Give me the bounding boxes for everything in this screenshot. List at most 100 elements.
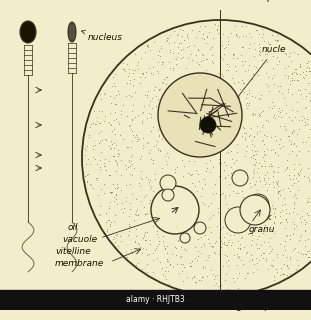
Point [247,132,252,137]
Point [241,80,246,85]
Point [160,266,165,271]
Point [269,247,274,252]
Point [301,76,306,81]
Point [262,39,267,44]
Point [112,145,117,150]
Point [115,160,120,165]
Point [180,157,185,163]
Point [278,265,283,270]
Point [149,128,154,133]
Point [226,192,231,197]
Point [114,191,119,196]
Point [158,148,163,154]
Point [209,229,214,234]
Point [84,179,89,184]
Point [210,212,215,218]
Point [136,67,141,72]
Point [220,225,225,230]
Point [137,74,142,79]
Point [221,52,226,57]
Point [285,133,290,138]
Point [219,283,224,288]
Point [247,90,252,95]
Point [174,32,179,37]
Point [291,210,296,215]
Point [120,102,125,107]
Point [145,140,150,145]
Point [160,80,165,85]
Point [194,257,199,262]
Point [222,277,227,283]
Point [229,171,234,176]
Point [144,92,149,97]
Point [250,232,255,237]
Point [225,149,230,155]
Point [143,50,148,55]
Point [162,245,167,251]
Point [212,273,217,278]
Point [150,160,155,165]
Point [275,38,280,43]
Point [126,229,131,234]
Point [234,276,239,281]
Point [309,135,311,140]
Point [165,37,170,42]
Point [171,265,176,270]
Point [226,264,231,269]
Point [137,180,142,186]
Point [249,185,254,190]
Point [143,75,148,80]
Point [133,89,138,94]
Point [242,89,247,94]
Point [293,246,298,251]
Point [172,29,177,34]
Point [221,240,226,245]
Point [226,67,231,72]
Point [174,261,179,267]
Point [144,44,149,49]
Point [288,272,293,277]
Point [115,181,120,186]
Point [155,69,160,74]
Point [252,133,257,139]
Point [287,81,292,86]
Point [286,266,291,271]
Point [298,87,303,92]
Point [182,246,187,251]
Point [116,89,121,94]
Point [108,199,113,204]
Point [119,172,124,177]
Point [284,102,289,108]
Point [276,114,281,119]
Point [309,180,311,185]
Point [296,117,301,122]
Point [211,277,216,282]
Point [291,194,296,199]
Point [258,164,263,169]
Point [230,276,235,281]
Point [150,223,155,228]
Point [300,117,305,122]
Point [179,48,184,53]
Point [180,55,185,60]
Point [156,147,160,152]
Point [224,242,229,247]
Point [234,191,239,196]
Point [269,75,274,80]
Point [134,63,139,68]
Point [145,211,150,216]
Point [307,254,311,259]
Point [106,217,111,222]
Point [204,56,209,61]
Point [280,207,285,212]
Point [299,92,304,97]
Point [230,188,235,194]
Point [257,49,262,54]
Point [295,51,300,56]
Point [137,81,142,86]
Point [292,141,297,146]
Point [270,114,275,119]
Point [113,101,118,106]
Point [198,244,203,249]
Point [269,161,274,166]
